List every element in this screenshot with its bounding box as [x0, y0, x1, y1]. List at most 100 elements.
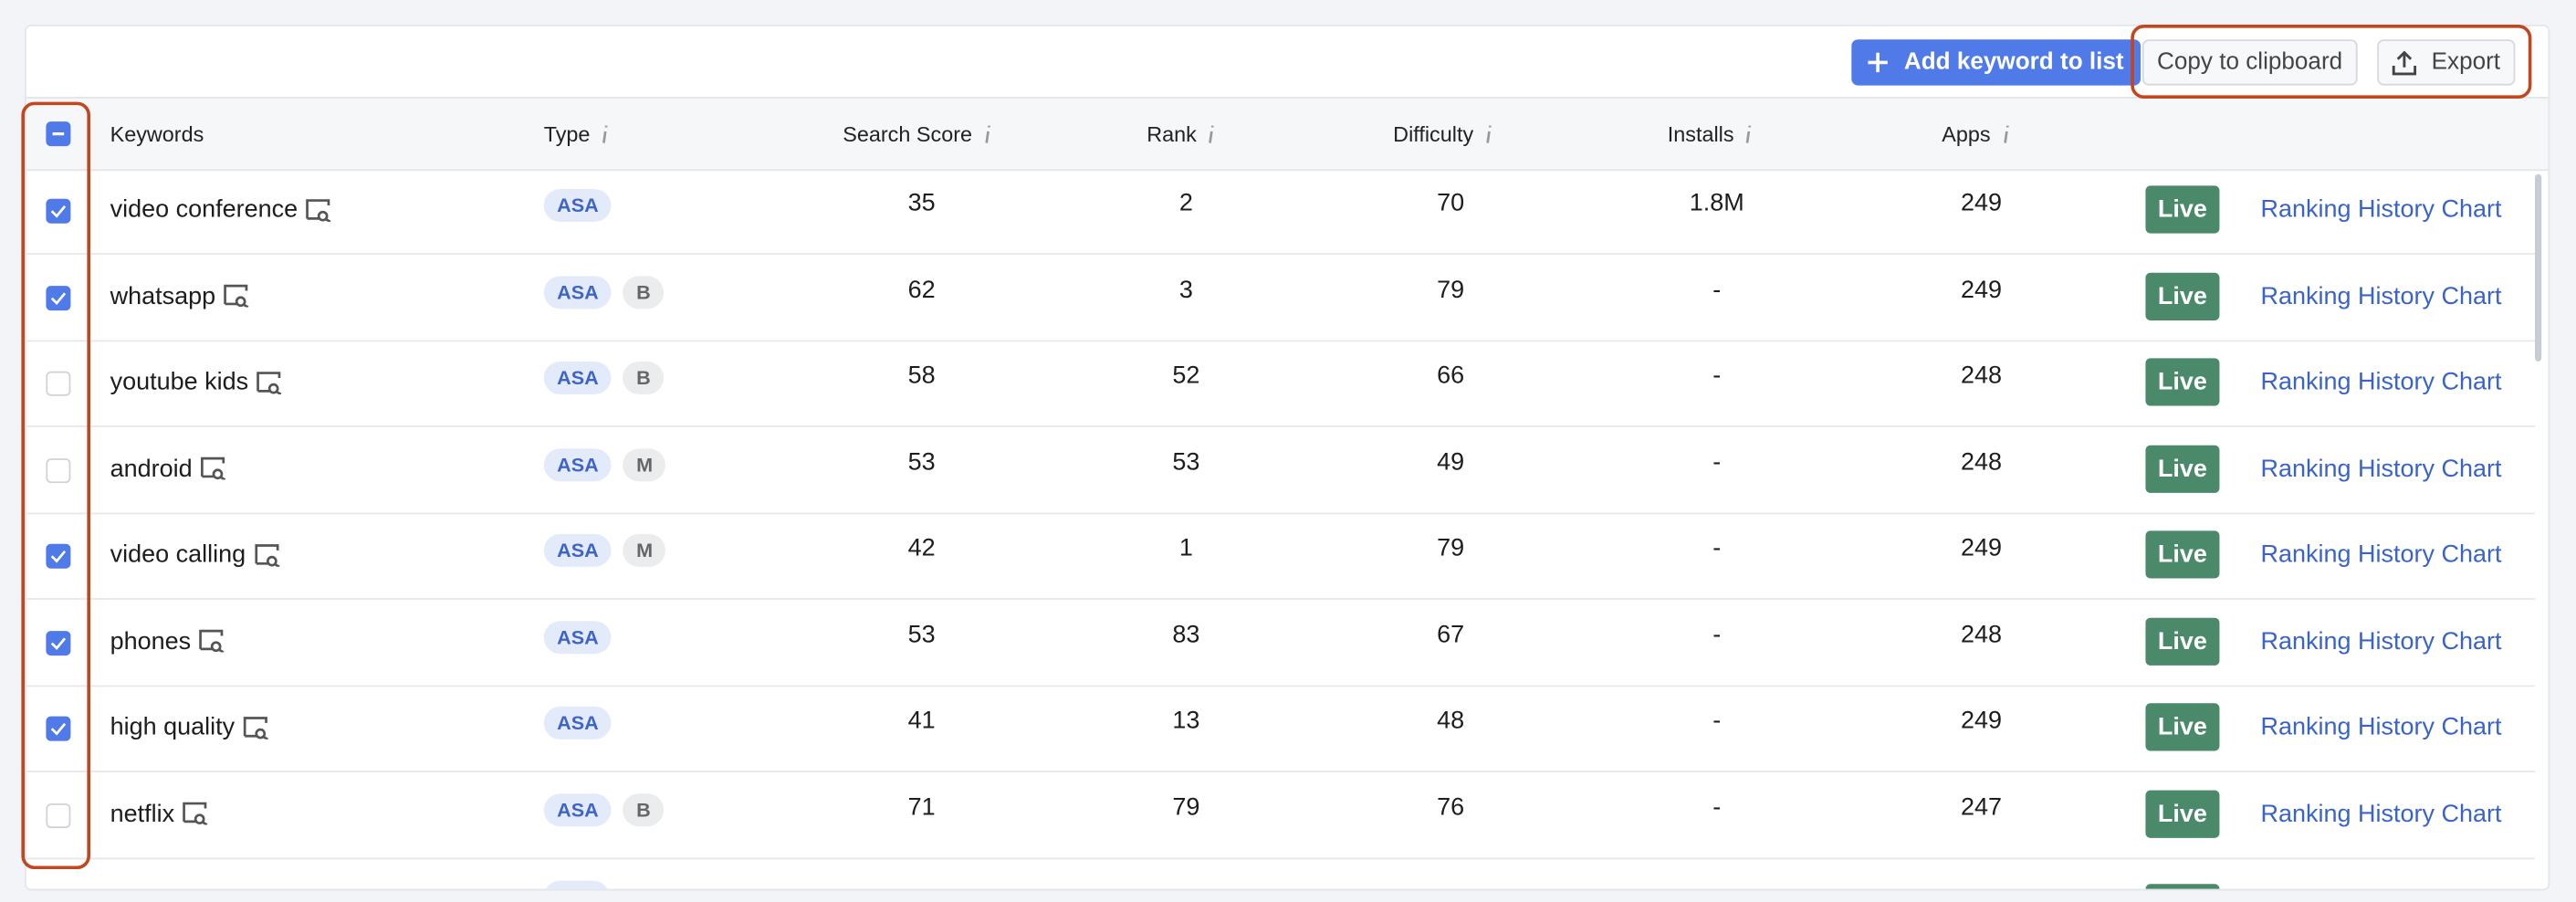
ranking-history-link[interactable]: Ranking History Chart [2260, 626, 2502, 656]
ranking-history-link[interactable]: Ranking History Chart [2260, 281, 2502, 310]
ranking-history-link[interactable]: Ranking History Chart [2260, 454, 2502, 483]
row-checkbox[interactable] [46, 716, 71, 741]
search-score-cell: 62 [907, 275, 936, 304]
difficulty-cell: 70 [1437, 188, 1465, 217]
keyword-table-card: Add keyword to list Copy to clipboard Ex… [24, 24, 2550, 891]
live-badge[interactable]: Live [2145, 703, 2220, 751]
table-row: android ASA M 53 53 49 - 248 Live Ranking History… [26, 426, 2535, 514]
row-checkbox[interactable] [46, 543, 71, 569]
row-checkbox[interactable] [46, 198, 71, 224]
keyword-cell: video calling [110, 540, 280, 569]
type-tag: ASA [543, 706, 613, 739]
keyword: video conference [110, 195, 298, 224]
search-score-cell: 42 [907, 533, 936, 562]
row-checkbox[interactable] [46, 457, 71, 483]
apps-cell: 247 [1960, 792, 2003, 821]
type-tag: ASA [543, 188, 613, 222]
type-tag: ASA [543, 447, 613, 481]
apps-cell: 249 [1960, 275, 2003, 304]
row-checkbox[interactable] [46, 285, 71, 310]
check-icon [50, 291, 67, 305]
live-badge[interactable]: Live [2145, 530, 2220, 579]
column-header-label: Apps [1942, 121, 1991, 147]
installs-cell: 1.8M [1689, 188, 1744, 217]
partial-tag [543, 880, 610, 889]
difficulty-cell: 66 [1437, 361, 1465, 390]
plus-icon [1868, 52, 1888, 73]
ranking-history-link[interactable]: Ranking History Chart [2260, 799, 2502, 828]
indeterminate-icon [52, 132, 65, 136]
apps-cell: 248 [1960, 361, 2003, 390]
type-tag: B [623, 361, 665, 394]
add-keyword-button[interactable]: Add keyword to list [1851, 39, 2141, 86]
keyword: phones [110, 626, 192, 656]
ranking-history-link[interactable]: Ranking History Chart [2260, 540, 2502, 569]
rank-cell: 83 [1172, 620, 1200, 648]
column-header: Keywords [110, 121, 204, 146]
copy-button[interactable]: Copy to clipboard [2141, 39, 2358, 86]
difficulty-cell: 79 [1437, 533, 1465, 562]
info-icon [1746, 125, 1752, 143]
column-header: Apps [1942, 121, 2010, 146]
search-icon [254, 543, 279, 567]
live-badge[interactable]: Live [2145, 185, 2220, 234]
rank-cell: 1 [1178, 533, 1193, 562]
search-score-cell: 53 [907, 620, 936, 648]
export-button[interactable]: Export [2377, 39, 2516, 86]
ranking-history-link[interactable]: Ranking History Chart [2260, 195, 2502, 224]
type-tag: B [623, 792, 665, 826]
row-checkbox[interactable] [46, 802, 71, 828]
check-icon [50, 722, 67, 736]
column-header: Search Score [843, 121, 991, 146]
search-icon [201, 456, 226, 480]
keyword-cell: video conference [110, 195, 332, 224]
table-header: Keywords Type Search Score Rank Difficulty In… [26, 97, 2549, 172]
type-tag: M [623, 533, 666, 567]
select-all-checkbox[interactable] [46, 121, 71, 147]
live-badge[interactable]: Live [2145, 616, 2220, 665]
tags-cell: ASA [543, 188, 623, 222]
tags-cell: ASA M [543, 533, 677, 567]
row-checkbox[interactable] [46, 371, 71, 396]
tags-cell: ASA [543, 706, 623, 739]
apps-cell: 249 [1960, 533, 2003, 562]
column-header-label: Keywords [110, 121, 204, 147]
live-badge[interactable]: Live [2145, 358, 2220, 406]
copy-label: Copy to clipboard [2157, 48, 2343, 76]
installs-cell: - [1712, 275, 1722, 304]
table-row: phones ASA 53 83 67 - 248 Live Ranking History C… [26, 599, 2535, 687]
search-icon [224, 284, 249, 308]
live-badge[interactable]: Live [2145, 271, 2220, 320]
live-badge[interactable]: Live [2145, 444, 2220, 493]
info-icon [2003, 125, 2008, 143]
scrollbar [2534, 173, 2542, 362]
partial-row [26, 857, 2535, 889]
type-tag: ASA [543, 361, 613, 394]
ranking-history-link[interactable]: Ranking History Chart [2260, 368, 2502, 396]
rank-cell: 53 [1172, 447, 1200, 477]
tags-cell: ASA M [543, 447, 677, 481]
live-badge[interactable]: Live [2145, 789, 2220, 837]
keyword-cell: high quality [110, 713, 269, 741]
difficulty-cell: 76 [1437, 792, 1465, 821]
column-header: Difficulty [1393, 121, 1493, 146]
keyword-cell: netflix [110, 799, 209, 828]
keyword: high quality [110, 713, 236, 741]
search-score-cell: 53 [907, 447, 936, 477]
installs-cell: - [1712, 792, 1722, 821]
installs-cell: - [1712, 620, 1722, 648]
tags-cell: ASA B [543, 275, 675, 309]
keyword-cell: phones [110, 626, 225, 656]
installs-cell: - [1712, 533, 1722, 562]
row-checkbox[interactable] [46, 630, 71, 656]
search-icon [243, 716, 268, 739]
tags-cell: ASA B [543, 361, 675, 394]
keyword: netflix [110, 799, 175, 828]
rank-cell: 13 [1172, 706, 1200, 735]
info-icon [984, 125, 990, 143]
type-tag: ASA [543, 275, 613, 309]
ranking-history-link[interactable]: Ranking History Chart [2260, 713, 2502, 741]
search-score-cell: 58 [907, 361, 936, 390]
column-header-label: Rank [1147, 121, 1197, 147]
